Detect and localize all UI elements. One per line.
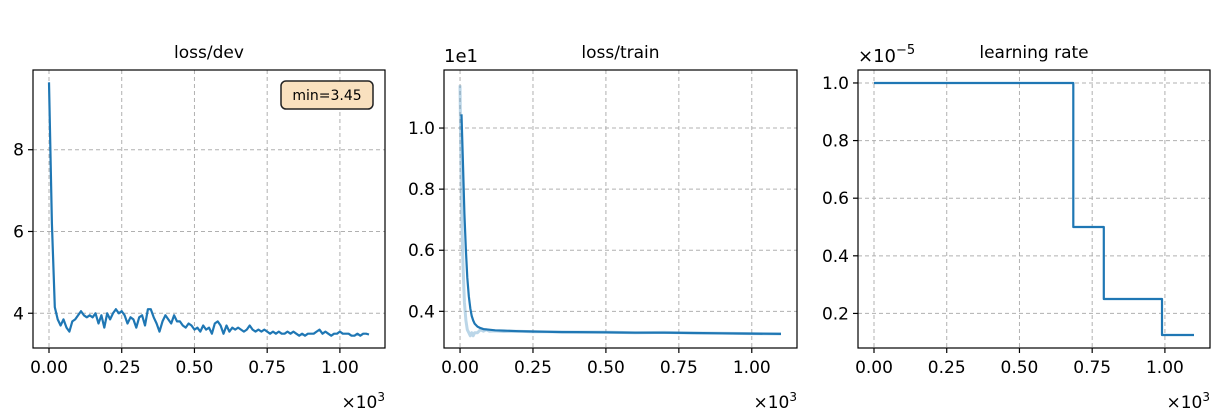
x-tick-label: 1.00: [733, 358, 771, 378]
y-tick-label: 8: [13, 141, 24, 161]
series-group: [458, 85, 782, 338]
y-tick-label: 6: [13, 222, 24, 242]
x-tick-label: 0.25: [103, 358, 141, 378]
x-multiplier-label: ×103: [1166, 390, 1210, 413]
y-tick-label: 0.6: [822, 189, 849, 209]
x-tick-label: 0.50: [176, 358, 214, 378]
panel-loss-dev: 0.00 0.25 0.50 0.75 1.00 4 6 8 loss/dev ×103 mi…: [13, 43, 386, 413]
panel-learning-rate: 0.00 0.25 0.50 0.75 1.00 0.2 0.4 0.6 0.8 1.0 lear…: [822, 43, 1211, 413]
series-group: [874, 81, 1194, 337]
y-tick-label: 0.6: [408, 241, 435, 261]
tick-group: 0.00 0.25 0.50 0.75 1.00 0.2 0.4 0.6 0.8 1.0: [822, 74, 1184, 378]
series-line: [460, 114, 782, 335]
y-offset-label: ×10−5: [858, 43, 915, 67]
x-multiplier-label: ×103: [341, 390, 385, 413]
chart-title: learning rate: [979, 43, 1088, 63]
grid-lines: [33, 70, 385, 348]
x-tick-label: 0.50: [1001, 358, 1039, 378]
y-offset-label: 1e1: [444, 46, 478, 67]
plot-frame: [32, 69, 386, 349]
x-tick-label: 0.50: [587, 358, 625, 378]
y-tick-label: 0.4: [822, 247, 849, 267]
y-tick-label: 0.4: [408, 302, 435, 322]
chart-title: loss/train: [581, 43, 659, 63]
tick-group: 0.00 0.25 0.50 0.75 1.00 0.4 0.6 0.8 1.0: [408, 119, 771, 378]
x-tick-label: 0.75: [248, 358, 286, 378]
series-line: [47, 82, 370, 337]
y-tick-label: 1.0: [408, 119, 435, 139]
min-annotation: min=3.45: [280, 80, 374, 110]
x-tick-label: 0.75: [1073, 358, 1111, 378]
grid-lines: [858, 70, 1210, 348]
panel-loss-train: 0.00 0.25 0.50 0.75 1.00 0.4 0.6 0.8 1.0 loss/tr…: [408, 43, 798, 413]
y-tick-label: 4: [13, 304, 24, 324]
x-tick-label: 0.00: [441, 358, 479, 378]
plot-frame: [857, 69, 1211, 349]
annotation-box: [280, 80, 374, 110]
y-tick-label: 0.8: [822, 132, 849, 152]
series-line: [874, 81, 1194, 337]
x-tick-label: 0.75: [660, 358, 698, 378]
series-group: [47, 82, 370, 337]
x-multiplier-label: ×103: [753, 390, 797, 413]
x-tick-label: 0.25: [514, 358, 552, 378]
x-tick-label: 0.00: [30, 358, 68, 378]
plot-frame: [443, 69, 798, 349]
grid-lines: [444, 70, 797, 348]
chart-title: loss/dev: [174, 43, 244, 63]
x-tick-label: 0.25: [928, 358, 966, 378]
y-tick-label: 0.2: [822, 304, 849, 324]
y-tick-label: 0.8: [408, 180, 435, 200]
x-tick-label: 0.00: [855, 358, 893, 378]
annotation-text: min=3.45: [292, 88, 361, 104]
raw-series-line: [458, 85, 782, 338]
tick-group: 0.00 0.25 0.50 0.75 1.00 4 6 8: [13, 141, 359, 378]
y-tick-label: 1.0: [822, 74, 849, 94]
x-tick-label: 1.00: [1146, 358, 1184, 378]
x-tick-label: 1.00: [321, 358, 359, 378]
